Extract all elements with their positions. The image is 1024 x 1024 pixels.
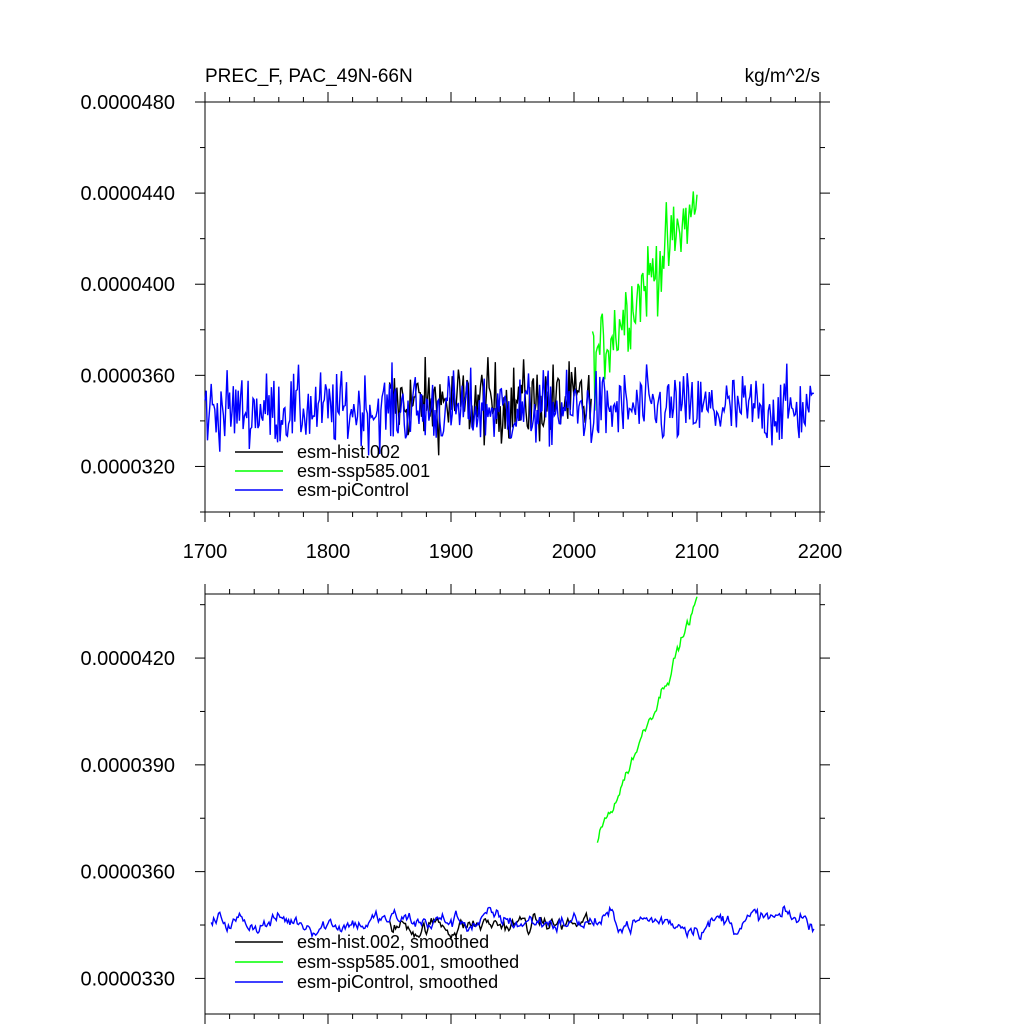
y-tick-label: 0.0000480 bbox=[80, 92, 175, 114]
plot-frame-bottom bbox=[204, 593, 821, 1015]
legend-label: esm-hist.002 bbox=[297, 442, 400, 462]
x-tick-label: 1700 bbox=[183, 541, 228, 563]
x-tick-label: 2200 bbox=[798, 541, 843, 563]
top-series-group bbox=[204, 191, 815, 456]
legend-label: esm-ssp585.001 bbox=[297, 461, 430, 481]
x-tick-label: 2000 bbox=[552, 541, 597, 563]
legend-label: esm-hist.002, smoothed bbox=[297, 932, 489, 952]
y-tick-label: 0.0000330 bbox=[80, 968, 175, 990]
legend-label: esm-ssp585.001, smoothed bbox=[297, 952, 519, 972]
panel-top: PREC_F, PAC_49N-66N kg/m^2/s 1700 1800 190… bbox=[80, 66, 842, 563]
y-tick-label: 0.0000440 bbox=[80, 183, 175, 205]
chart-title: PREC_F, PAC_49N-66N bbox=[205, 66, 413, 87]
panel-bottom: 0.0000330 0.0000360 0.0000390 0.0000420 esm… bbox=[80, 584, 830, 1024]
bottom-series-group bbox=[210, 596, 815, 941]
y-tick-label: 0.0000360 bbox=[80, 862, 175, 884]
legend-label: esm-piControl bbox=[297, 480, 409, 500]
x-tick-label: 1800 bbox=[306, 541, 351, 563]
bottom-axis-ticks: 0.0000330 0.0000360 0.0000390 0.0000420 bbox=[80, 584, 830, 1024]
y-tick-label: 0.0000360 bbox=[80, 365, 175, 387]
series-line bbox=[591, 191, 698, 411]
y-tick-label: 0.0000400 bbox=[80, 274, 175, 296]
top-axis-ticks: 1700 1800 1900 2000 2100 2200 0.0000320 0.00003… bbox=[80, 92, 842, 563]
y-tick-label: 0.0000420 bbox=[80, 648, 175, 670]
series-line bbox=[204, 362, 815, 456]
chart-units: kg/m^2/s bbox=[745, 66, 820, 87]
series-line bbox=[388, 910, 592, 941]
y-tick-label: 0.0000390 bbox=[80, 755, 175, 777]
legend-label: esm-piControl, smoothed bbox=[297, 972, 498, 992]
series-line bbox=[596, 596, 698, 843]
x-tick-label: 2100 bbox=[675, 541, 720, 563]
y-tick-label: 0.0000320 bbox=[80, 456, 175, 478]
x-tick-label: 1900 bbox=[429, 541, 474, 563]
plot-frame-top bbox=[204, 101, 821, 513]
series-line bbox=[210, 905, 815, 941]
